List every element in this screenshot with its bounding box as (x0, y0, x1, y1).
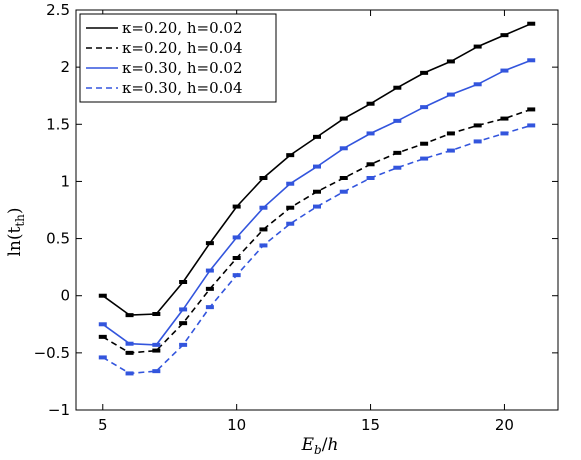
legend-entry: κ=0.20, h=0.04 (122, 39, 243, 57)
data-point-errorbar (527, 58, 536, 63)
data-point-errorbar (205, 286, 214, 291)
x-tick-label: 15 (361, 416, 380, 434)
data-point-errorbar (259, 243, 268, 248)
data-point-errorbar (152, 369, 161, 374)
data-point-errorbar (205, 305, 214, 310)
data-point-errorbar (232, 235, 241, 240)
legend: κ=0.20, h=0.02 κ=0.20, h=0.04 κ=0.30, h=0.… (79, 13, 277, 103)
data-point-errorbar (98, 293, 107, 298)
data-point-errorbar (366, 101, 375, 106)
data-point-errorbar (446, 131, 455, 136)
y-tick-label: 1.5 (46, 115, 70, 133)
data-point-errorbar (473, 123, 482, 128)
x-tick-label: 5 (98, 416, 108, 434)
data-point-errorbar (339, 116, 348, 121)
data-point-errorbar (98, 334, 107, 339)
data-point-errorbar (98, 322, 107, 327)
data-point-errorbar (339, 176, 348, 180)
data-point-errorbar (232, 256, 241, 260)
y-tick-label: −1 (48, 401, 70, 419)
data-point-errorbar (286, 221, 295, 226)
data-point-errorbar (393, 85, 402, 90)
data-point-errorbar (205, 268, 214, 273)
data-point-errorbar (259, 205, 268, 210)
legend-entry: κ=0.20, h=0.02 (122, 19, 243, 37)
data-point-errorbar (420, 105, 429, 110)
data-point-errorbar (500, 68, 509, 73)
data-point-errorbar (393, 118, 402, 123)
data-point-errorbar (152, 342, 161, 347)
data-point-errorbar (339, 189, 348, 194)
y-tick-label: 1 (60, 172, 70, 190)
data-point-errorbar (232, 273, 241, 278)
legend-entry: κ=0.30, h=0.04 (122, 79, 243, 97)
x-tick-label: 10 (227, 416, 246, 434)
data-point-errorbar (286, 205, 295, 210)
data-point-errorbar (446, 92, 455, 97)
data-point-errorbar (446, 148, 455, 153)
series-line (102, 124, 532, 375)
data-point-errorbar (259, 176, 268, 180)
data-point-errorbar (313, 134, 321, 139)
data-point-errorbar (473, 44, 482, 49)
data-point-errorbar (259, 227, 268, 232)
y-tick-label: −0.5 (34, 344, 70, 362)
data-point-errorbar (527, 107, 536, 112)
legend-entry: κ=0.30, h=0.02 (122, 59, 243, 77)
y-tick-label: 2.5 (46, 1, 70, 19)
x-tick-label: 20 (495, 416, 514, 434)
data-point-errorbar (313, 204, 321, 209)
data-point-errorbar (473, 82, 482, 87)
axis-ticks: 5 10 15 20 −1 −0.5 0 0.5 1 1.5 2 2.5 (34, 1, 558, 434)
plot-area (98, 21, 536, 376)
data-point-errorbar (366, 162, 375, 167)
y-tick-label: 2 (60, 58, 70, 76)
data-point-errorbar (232, 204, 241, 209)
data-point-errorbar (366, 131, 375, 136)
data-point-errorbar (205, 241, 214, 246)
data-point-errorbar (179, 321, 188, 326)
data-point-errorbar (125, 313, 134, 318)
data-point-errorbar (313, 164, 321, 169)
data-point-errorbar (393, 165, 402, 170)
y-tick-label: 0.5 (46, 230, 70, 248)
y-axis-label: ln(tth) (5, 207, 27, 256)
data-point-errorbar (98, 355, 107, 360)
data-point-errorbar (125, 371, 134, 376)
data-point-errorbar (179, 280, 188, 284)
data-point-errorbar (125, 341, 134, 346)
y-tick-label: 0 (60, 287, 70, 305)
data-point-errorbar (366, 176, 375, 180)
data-point-errorbar (393, 150, 402, 155)
data-point-errorbar (420, 141, 429, 146)
data-point-errorbar (152, 348, 161, 353)
data-point-errorbar (500, 33, 509, 38)
data-point-errorbar (339, 146, 348, 151)
data-point-errorbar (179, 342, 188, 347)
data-point-errorbar (527, 123, 536, 128)
data-point-errorbar (420, 156, 429, 161)
data-point-errorbar (473, 139, 482, 144)
data-point-errorbar (286, 181, 295, 186)
axes-frame (75, 9, 559, 411)
data-point-errorbar (152, 312, 161, 316)
data-point-errorbar (179, 307, 188, 312)
data-point-errorbar (125, 350, 134, 355)
data-point-errorbar (500, 116, 509, 121)
data-point-errorbar (420, 70, 429, 75)
data-point-errorbar (527, 21, 536, 26)
data-point-errorbar (446, 59, 455, 64)
data-point-errorbar (286, 153, 295, 158)
x-axis-label: Eb/h (301, 435, 339, 457)
data-point-errorbar (313, 189, 321, 194)
data-point-errorbar (500, 131, 509, 136)
